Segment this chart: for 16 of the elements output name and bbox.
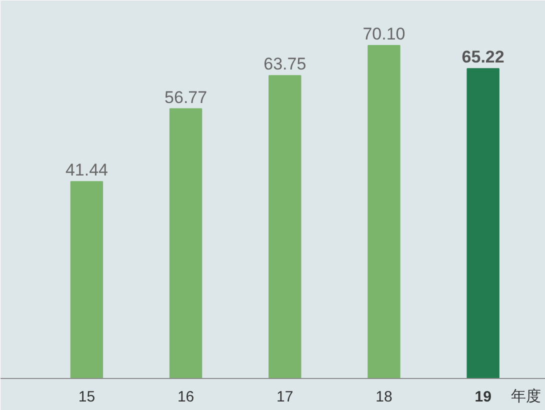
x-axis-title: 年度 xyxy=(511,387,542,406)
data-label: 65.22 xyxy=(462,48,504,67)
x-tick-label: 16 xyxy=(177,388,194,406)
x-tick-label: 18 xyxy=(376,388,392,406)
bar xyxy=(268,75,302,379)
bar xyxy=(466,68,500,379)
data-label: 63.75 xyxy=(264,54,306,74)
data-label: 70.10 xyxy=(362,24,406,44)
x-tick-label: 19 xyxy=(474,388,492,406)
x-tick-label: 15 xyxy=(78,388,96,406)
x-tick-label: 17 xyxy=(276,388,294,406)
data-label: 56.77 xyxy=(164,88,208,107)
data-label: 41.44 xyxy=(65,160,108,180)
bar xyxy=(368,44,400,379)
bar xyxy=(70,181,104,379)
bar xyxy=(169,108,202,379)
